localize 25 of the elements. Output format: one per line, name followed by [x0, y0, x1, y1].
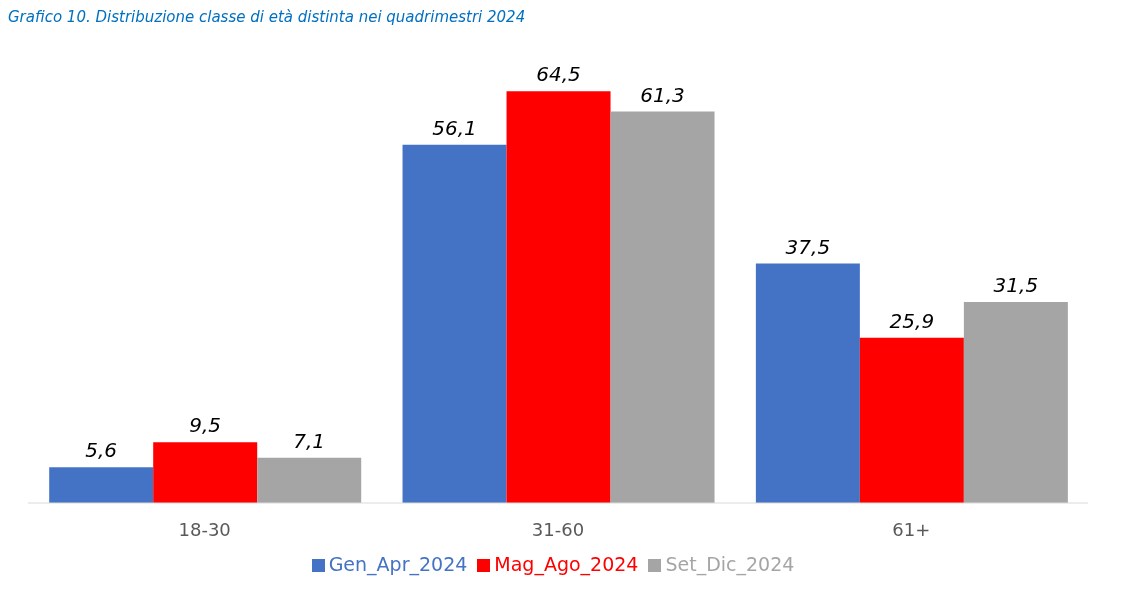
bar: [610, 111, 715, 503]
data-label: 61,3: [640, 82, 685, 107]
data-label: 37,5: [785, 234, 831, 259]
chart-title: Grafico 10. Distribuzione classe di età distinta nei quadrimestri 2024: [8, 8, 527, 28]
bar: [49, 467, 154, 503]
legend-label: Mag_Ago_2024: [494, 553, 639, 575]
bar: [506, 91, 611, 503]
bar: [402, 144, 507, 503]
bar: [257, 457, 362, 503]
bar: [755, 263, 860, 503]
data-label: 9,5: [189, 413, 222, 438]
x-tick-label: 31-60: [531, 518, 585, 540]
data-label: 5,6: [85, 438, 118, 463]
data-label: 25,9: [889, 308, 935, 333]
x-tick-label: 61+: [892, 518, 931, 540]
bar: [859, 337, 964, 503]
data-label: 64,5: [536, 62, 581, 87]
legend-label: Gen_Apr_2024: [328, 553, 468, 575]
bar: [153, 442, 258, 503]
x-tick-label: 18-30: [178, 518, 231, 540]
data-label: 31,5: [993, 272, 1039, 297]
data-label: 7,1: [293, 428, 326, 453]
legend-label: Set_Dic_2024: [665, 553, 795, 575]
data-label: 56,1: [432, 115, 477, 140]
bar: [963, 301, 1068, 503]
